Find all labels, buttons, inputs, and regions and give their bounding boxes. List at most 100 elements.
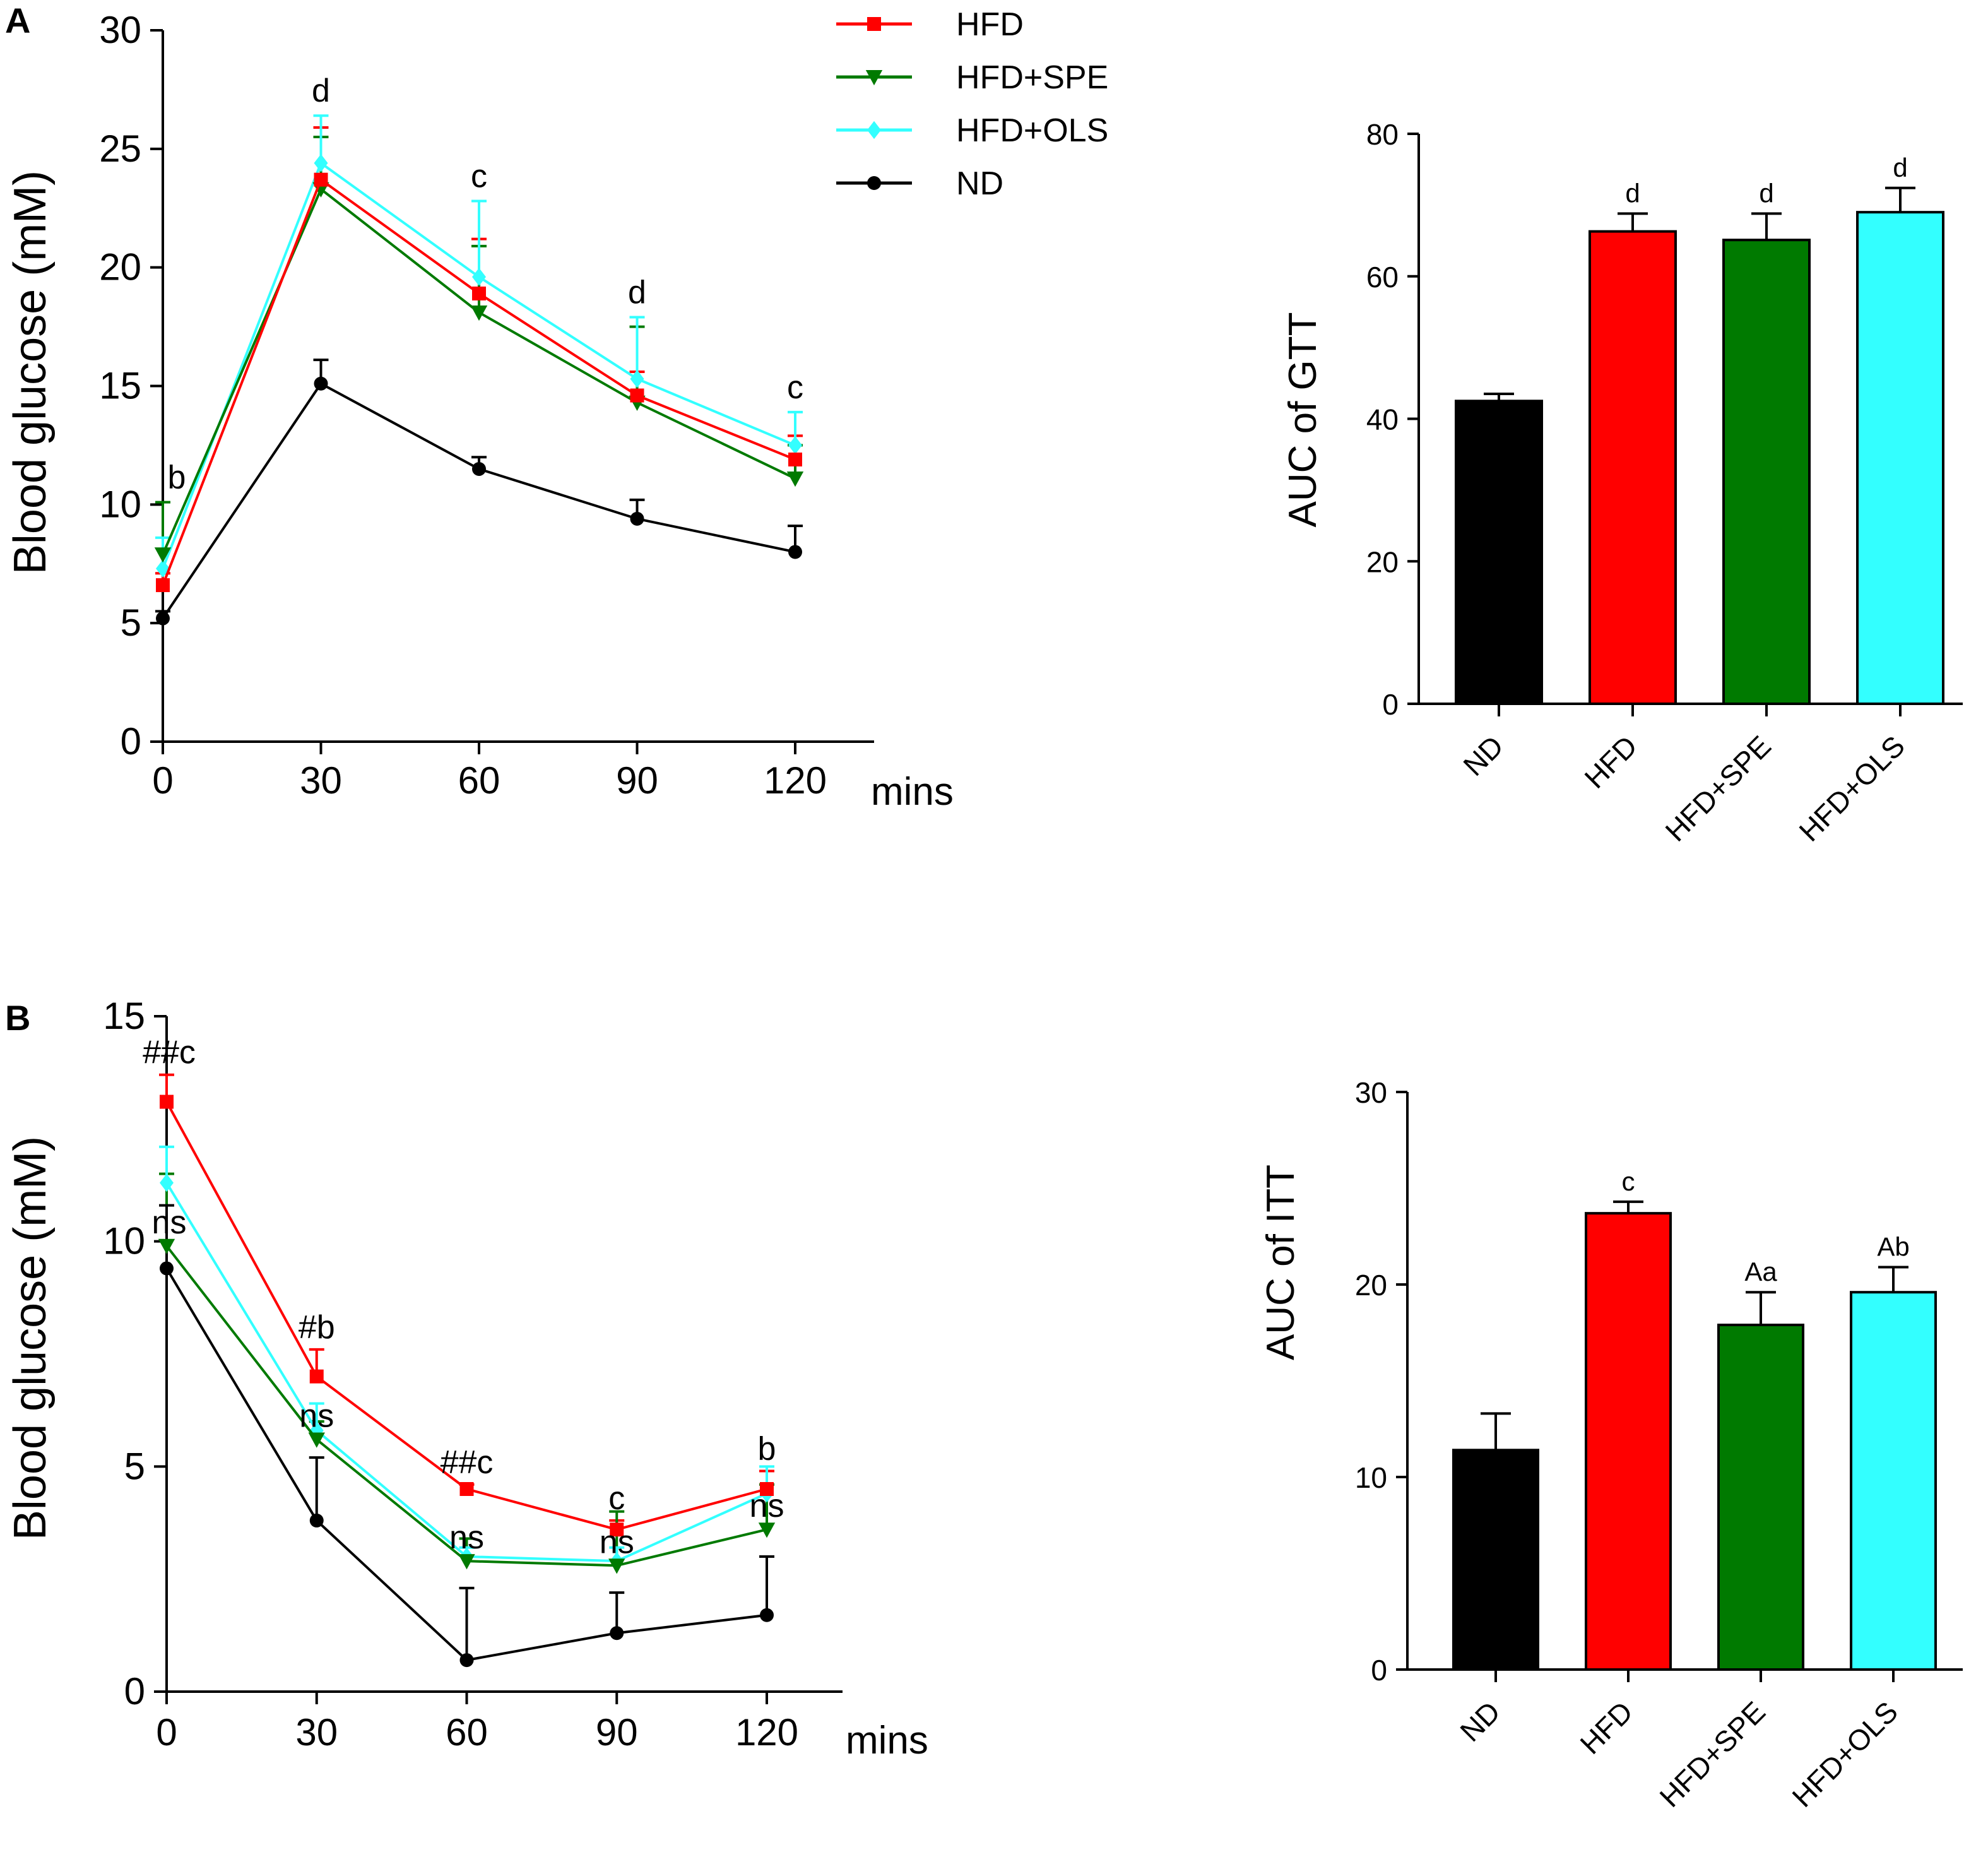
bars: d dd [1455,153,1944,706]
y-tick-label: 0 [1371,1654,1387,1687]
y-tick-label: 20 [99,246,141,288]
marker-circle [788,545,802,559]
bar-hfd-ols [1850,1291,1937,1671]
marker-diamond [472,268,486,286]
marker-triangle [786,472,804,487]
significance-label: d [1625,178,1640,208]
marker-square [156,578,170,593]
marker-diamond [867,121,881,139]
bar-hfd-spe [1717,1324,1804,1671]
x-tick-label: HFD+OLS [1785,1695,1904,1813]
x-tick-label: 0 [152,759,173,802]
x-tick-label: 90 [616,759,658,802]
significance-label: b [758,1430,776,1467]
y-tick-label: 0 [121,720,141,762]
legend-label: HFD+OLS [956,112,1108,149]
x-tick-label: 60 [458,759,500,802]
marker-square [788,452,802,466]
marker-square [314,172,328,187]
marker-triangle [758,1522,776,1538]
y-tick-label: 25 [99,128,141,170]
bars: c Aa Ab [1452,1166,1937,1671]
marker-circle [156,611,170,626]
y-tick-label: 60 [1366,261,1399,294]
significance-label: ns [152,1204,187,1241]
marker-triangle [608,1558,625,1574]
x-tick-label: ND [1457,729,1510,782]
x-tick-label: HFD [1573,1695,1639,1760]
marker-square [610,1522,624,1537]
legend: HFD HFD+SPE HFD+OLS ND [836,6,1108,202]
annotations: b d c d c [168,73,803,495]
series-group [158,1073,776,1668]
series-line-hfd-ols [165,1182,767,1563]
marker-triangle [158,1238,175,1254]
x-tick-label: 120 [764,759,827,802]
y-tick-label: 15 [103,995,145,1037]
significance-label: d [1759,178,1773,208]
y-tick-label: 40 [1366,403,1399,436]
marker-diamond [160,1173,174,1192]
x-tick-label: 30 [295,1711,338,1753]
marker-circle [309,1513,324,1528]
marker-square [160,1095,174,1109]
significance-label: Ab [1877,1232,1909,1262]
significance-label: c [787,369,803,406]
panel-a-line-chart: A Blood glucose (mM) mins 0 5 10 15 20 25 30 0 3… [5,1,1108,814]
series-line-nd [162,382,796,619]
panel-label-b: B [5,998,30,1038]
marker-circle [867,176,881,190]
marker-circle [160,1261,174,1276]
y-tick-label: 5 [121,602,141,644]
x-tick-label: ND [1453,1695,1506,1748]
marker-triangle [154,547,172,563]
series-line-hfd-spe [165,1245,767,1567]
bar-hfd [1585,1212,1672,1671]
y-tick-label: 15 [99,365,141,407]
bar-nd [1455,400,1543,705]
x-tick-label: 90 [596,1711,638,1753]
axes: 0 5 10 15 0 30 60 90 120 [103,995,843,1753]
marker-square [309,1369,324,1384]
y-tick-label: 10 [99,483,141,525]
x-tick-label: 0 [156,1711,177,1753]
legend-label: HFD [956,6,1024,43]
y-axis-title: Blood glucose (mM) [5,1136,56,1540]
marker-circle [760,1608,774,1622]
significance-label: b [168,460,186,496]
y-tick-label: 80 [1366,118,1399,151]
x-tick-label: HFD+SPE [1653,1695,1772,1813]
marker-square [867,17,881,31]
y-tick-label: 0 [124,1670,145,1712]
marker-diamond [630,369,644,388]
marker-triangle [865,70,883,86]
marker-diamond [314,154,328,172]
y-axis-title: AUC of GTT [1281,312,1325,527]
marker-circle [459,1653,474,1668]
significance-label: ##c [441,1444,494,1481]
y-axis-title: Blood glucose (mM) [5,170,56,574]
bar-hfd-ols [1856,211,1944,706]
significance-label: d [312,73,330,109]
y-tick-label: 5 [124,1445,145,1487]
significance-label: d [628,275,646,311]
y-tick-label: 10 [1355,1461,1387,1494]
marker-circle [314,376,328,391]
marker-circle [610,1626,624,1641]
marker-circle [472,461,486,476]
marker-square [760,1482,774,1496]
y-tick-label: 20 [1355,1269,1387,1302]
significance-label: ns [299,1398,334,1435]
x-axis-unit: mins [871,770,954,814]
marker-square [459,1482,474,1496]
series-group [154,114,804,626]
significance-label: ns [750,1488,784,1524]
significance-label: c [1622,1166,1635,1196]
x-tick-label: 60 [446,1711,488,1753]
x-tick-label: HFD+OLS [1792,729,1911,848]
x-axis-unit: mins [846,1719,928,1762]
panel-label-a: A [5,1,30,40]
significance-label: ##c [143,1035,196,1071]
